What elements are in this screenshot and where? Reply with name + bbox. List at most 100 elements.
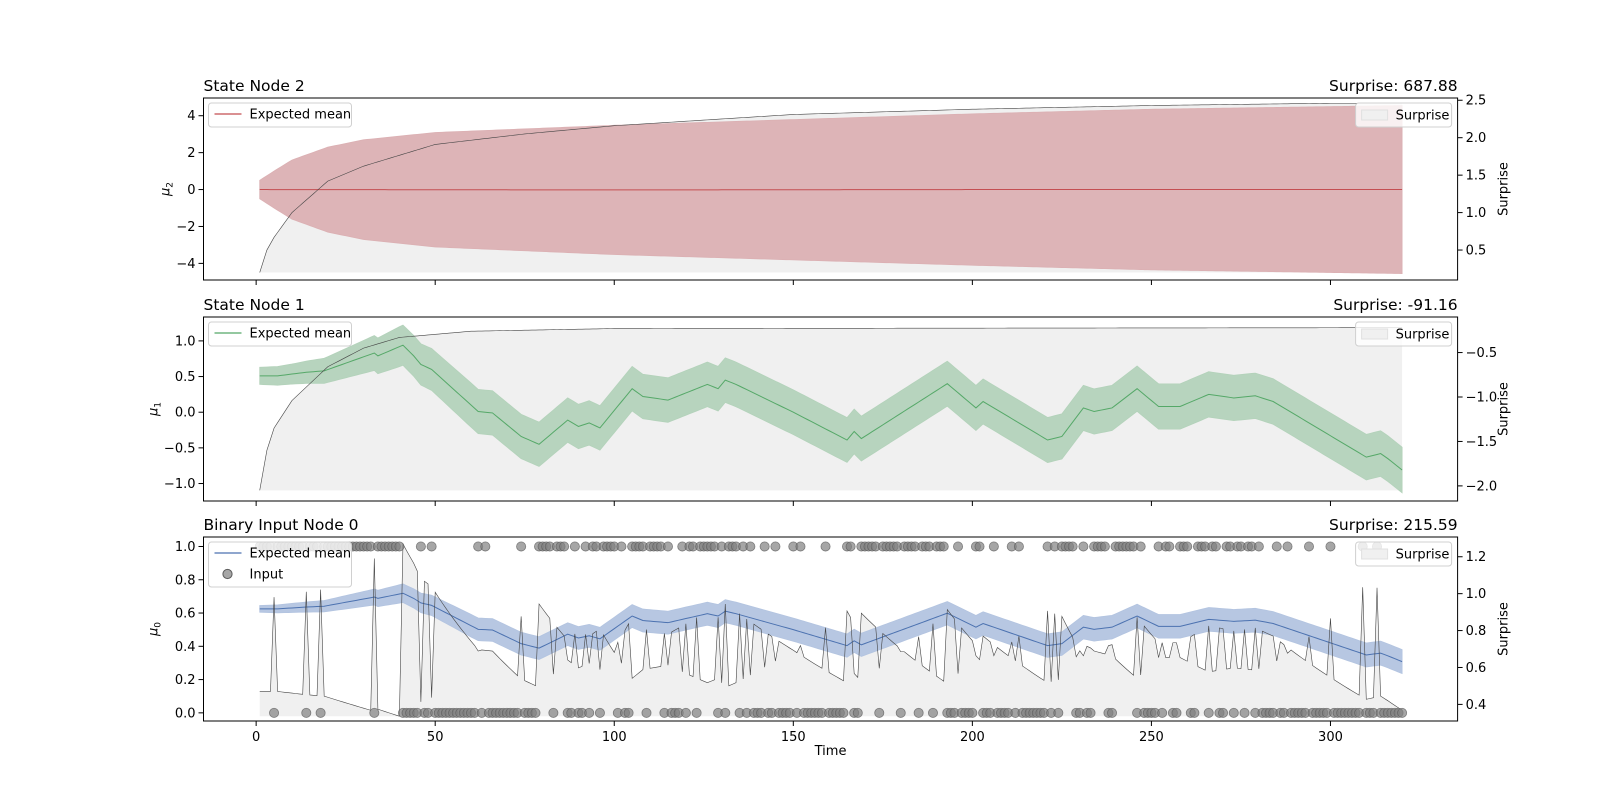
surprise-line (259, 327, 1403, 491)
input-point (559, 541, 570, 552)
input-point (301, 707, 312, 718)
legend-right: Surprise (1355, 541, 1453, 567)
input-point (745, 541, 756, 552)
expected-mean-line (259, 592, 1403, 663)
y-tick-label: 0.0 (175, 706, 196, 721)
input-point (426, 541, 437, 552)
input-point (895, 707, 906, 718)
input-point (1107, 707, 1118, 718)
input-point (838, 707, 849, 718)
y-tick-label: −1.0 (164, 477, 196, 492)
y-tick-label: 0.5 (175, 370, 196, 385)
legend-box (208, 102, 352, 128)
legend-label: Input (250, 568, 284, 583)
input-point (516, 541, 527, 552)
legend-box (1355, 541, 1453, 567)
surprise-line (259, 542, 1403, 717)
y2-tick-label: 1.5 (1466, 169, 1487, 184)
y-tick-label: 0.8 (175, 573, 196, 588)
x-tick-label: 150 (781, 730, 806, 745)
y-tick-label: 4 (187, 109, 195, 124)
y2-tick-label: 0.8 (1466, 624, 1487, 639)
input-point (1164, 541, 1175, 552)
y2-tick-label: 0.4 (1466, 698, 1487, 713)
y-tick-label: 0.6 (175, 607, 196, 622)
y2-tick-label: −1.5 (1466, 435, 1498, 450)
input-point (369, 707, 380, 718)
y-tick-label: 2 (187, 146, 195, 161)
y2-tick-label: 1.0 (1466, 206, 1487, 221)
expected-mean-line (259, 344, 1403, 471)
input-point (1078, 541, 1089, 552)
input-point (1203, 707, 1214, 718)
y-tick-label: −0.5 (164, 441, 196, 456)
legend-label: Expected mean (250, 547, 352, 562)
surprise-total: Surprise: 215.59 (1329, 516, 1458, 534)
input-point (1303, 541, 1314, 552)
legend-left: Expected mean (208, 102, 352, 128)
y-axis-label: μ2 (159, 182, 176, 197)
input-point (662, 541, 673, 552)
y2-tick-label: −2.0 (1466, 479, 1498, 494)
input-point (967, 707, 978, 718)
input-point (820, 541, 831, 552)
x-tick-label: 250 (1139, 730, 1164, 745)
y-axis-label-subscript: 2 (166, 182, 176, 188)
uncertainty-band (259, 583, 1403, 675)
y-tick-label: −4 (176, 257, 195, 272)
input-point (795, 541, 806, 552)
y2-tick-label: 2.0 (1466, 131, 1487, 146)
y-tick-label: 0.2 (175, 673, 196, 688)
input-point (1397, 707, 1408, 718)
input-point (269, 707, 280, 718)
input-point (1053, 707, 1064, 718)
input-point (480, 541, 491, 552)
input-point (1253, 541, 1264, 552)
input-point (953, 541, 964, 552)
panel-2: 0.0 0.2 0.4 0.6 0.8 1.0 0.4 0.6 0.8 1.0 1.2 0 50 100 1… (147, 516, 1512, 745)
panel-1: −1.0 −0.5 0.0 0.5 1.0 −2.0 −1.5 −1.0 −0.5 μ1 Surpr… (147, 296, 1512, 506)
input-point (691, 707, 702, 718)
input-point (720, 707, 731, 718)
y-axis-label-subscript: 0 (154, 622, 164, 628)
input-point (680, 707, 691, 718)
legend-left: Expected mean Input (208, 541, 352, 588)
y-tick-label: 0 (187, 183, 195, 198)
axes-frame (203, 316, 1459, 502)
y-tick-label: 1.0 (175, 334, 196, 349)
input-point (1210, 541, 1221, 552)
panel-title: State Node 1 (204, 296, 305, 314)
x-tick-label: 0 (252, 730, 260, 745)
input-point (1171, 707, 1182, 718)
input-point (974, 541, 985, 552)
y2-axis-label: Surprise (1497, 162, 1512, 216)
input-point (1228, 707, 1239, 718)
y2-tick-label: −1.0 (1466, 391, 1498, 406)
legend-label: Surprise (1396, 548, 1450, 563)
input-point (1282, 541, 1293, 552)
surprise-area (259, 543, 1403, 717)
input-point (641, 707, 652, 718)
panel-title: State Node 2 (204, 77, 305, 95)
legend-right: Surprise (1355, 102, 1453, 128)
legend-box (1355, 102, 1453, 128)
y2-axis-label: Surprise (1497, 382, 1512, 436)
y2-axis-label: Surprise (1497, 602, 1512, 656)
input-point (415, 541, 426, 552)
uncertainty-band (259, 324, 1403, 494)
legend-label: Surprise (1396, 328, 1450, 343)
legend-label: Expected mean (250, 327, 352, 342)
input-point (988, 541, 999, 552)
y2-tick-label: 1.2 (1466, 550, 1487, 565)
y-axis-label: μ1 (147, 402, 164, 417)
input-point (616, 541, 627, 552)
y2-tick-label: 1.0 (1466, 587, 1487, 602)
input-point (938, 541, 949, 552)
legend-label: Surprise (1396, 109, 1450, 124)
surprise-total: Surprise: 687.88 (1329, 77, 1458, 95)
legend-right: Surprise (1355, 321, 1453, 347)
input-point (1239, 707, 1250, 718)
surprise-line (259, 102, 1403, 273)
input-point (594, 707, 605, 718)
